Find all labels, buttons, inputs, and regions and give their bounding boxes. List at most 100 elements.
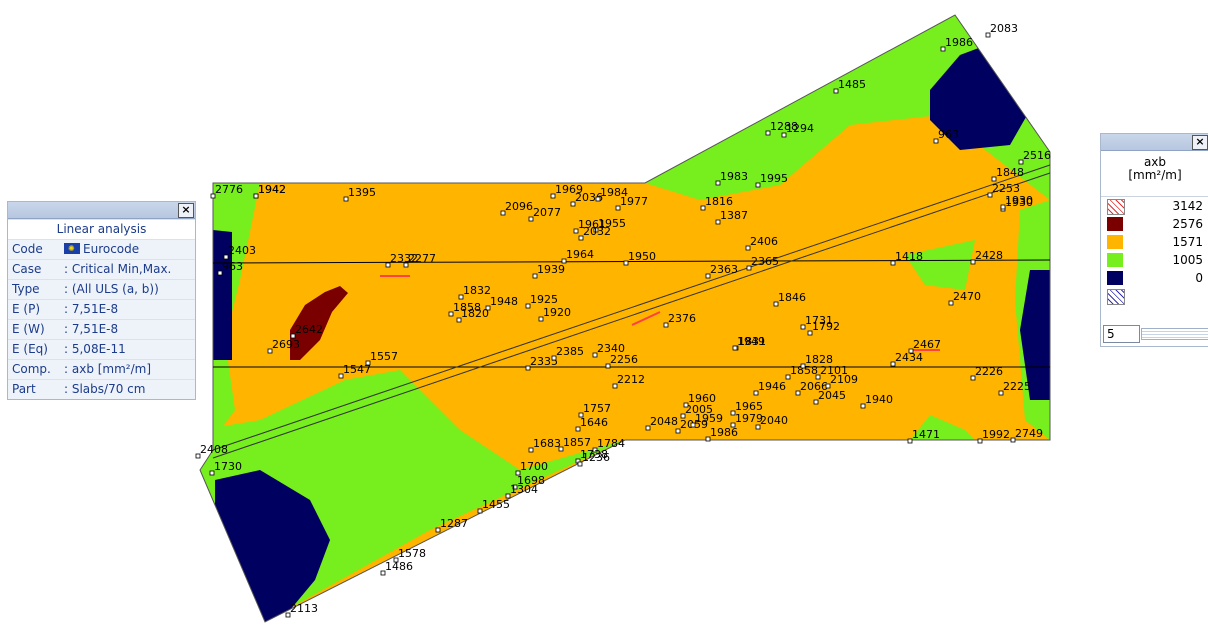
node-marker: [595, 196, 601, 202]
value-label: 1578: [398, 547, 426, 560]
legend-value: 0: [1195, 271, 1203, 285]
legend-row: 2576: [1101, 215, 1208, 233]
close-icon[interactable]: ×: [1192, 135, 1208, 150]
value-label: 1995: [760, 172, 788, 185]
value-label: 1846: [778, 291, 806, 304]
node-marker: [578, 412, 584, 418]
value-label: 1948: [490, 295, 518, 308]
info-row-type: Type: (All ULS (a, b)): [8, 279, 195, 299]
zone-low-top-right: [645, 15, 1050, 200]
node-marker: [558, 446, 564, 452]
value-label: 1959: [695, 412, 723, 425]
node-marker: [209, 470, 215, 476]
value-label: 2077: [533, 206, 561, 219]
value-label: 2225: [1003, 380, 1031, 393]
zone-high: [290, 286, 348, 360]
value-label: 1294: [786, 122, 814, 135]
value-label: 1950: [628, 250, 656, 263]
node-marker: [970, 259, 976, 265]
value-label: 2408: [200, 443, 228, 456]
value-label: 1979: [735, 412, 763, 425]
value-label: 1784: [597, 437, 625, 450]
value-label: 1857: [563, 436, 591, 449]
legend-titlebar[interactable]: ×: [1101, 134, 1208, 151]
node-marker: [940, 46, 946, 52]
legend-unit: axb [mm²/m]: [1101, 151, 1208, 197]
node-marker: [267, 348, 273, 354]
node-marker: [890, 361, 896, 367]
value-label: 2363: [710, 263, 738, 276]
node-marker: [285, 612, 291, 618]
value-label: 2428: [975, 249, 1003, 262]
value-label: 2693: [272, 338, 300, 351]
node-marker: [573, 228, 579, 234]
value-label: 1471: [912, 428, 940, 441]
value-label: 1387: [720, 209, 748, 222]
value-label: 2226: [975, 365, 1003, 378]
node-marker: [773, 301, 779, 307]
value-label: 2365: [751, 255, 779, 268]
node-marker: [991, 176, 997, 182]
value-label: 2066: [800, 380, 828, 393]
value-label: 1955: [598, 217, 626, 230]
node-marker: [948, 300, 954, 306]
node-marker: [570, 201, 576, 207]
node-marker: [690, 422, 696, 428]
node-marker: [700, 205, 706, 211]
legend-value: 2576: [1172, 217, 1203, 231]
zone-min-bottom-left: [215, 470, 330, 622]
value-label: 1984: [600, 186, 628, 199]
node-marker: [730, 410, 736, 416]
legend-swatch: [1107, 199, 1125, 215]
value-label: 2253: [992, 182, 1020, 195]
node-marker: [217, 270, 223, 276]
node-marker: [755, 424, 761, 430]
value-label: 1920: [543, 306, 571, 319]
value-label: 1700: [520, 460, 548, 473]
info-row-part: Part: Slabs/70 cm: [8, 379, 195, 399]
node-marker: [800, 363, 806, 369]
value-label: 1236: [582, 451, 610, 464]
value-label: 1930: [1005, 194, 1033, 207]
value-label: 1828: [805, 353, 833, 366]
value-label: 1832: [463, 284, 491, 297]
value-label: 1646: [580, 416, 608, 429]
value-label: 1395: [348, 186, 376, 199]
node-marker: [477, 508, 483, 514]
node-marker: [435, 527, 441, 533]
close-icon[interactable]: ×: [178, 203, 194, 218]
value-label: 1961: [578, 218, 606, 231]
node-marker: [532, 273, 538, 279]
node-marker: [290, 333, 296, 339]
node-marker: [675, 428, 681, 434]
node-marker: [813, 399, 819, 405]
value-label: 1986: [945, 36, 973, 49]
legend-swatch: [1107, 217, 1123, 231]
color-legend-panel: × axb [mm²/m] 3142 2576 1571 1005 0 5: [1100, 133, 1208, 347]
value-label: 1820: [461, 307, 489, 320]
node-marker: [210, 193, 216, 199]
node-marker: [715, 180, 721, 186]
info-titlebar[interactable]: ×: [8, 202, 195, 219]
value-label: 2113: [290, 602, 318, 615]
node-marker: [998, 390, 1004, 396]
value-label: 2083: [990, 22, 1018, 35]
steps-slider[interactable]: [1141, 328, 1208, 340]
node-marker: [800, 324, 806, 330]
value-label: 1486: [385, 560, 413, 573]
value-label: 1925: [530, 293, 558, 306]
node-marker: [623, 260, 629, 266]
node-marker: [825, 383, 831, 389]
value-label: 2776: [215, 183, 243, 196]
value-label: 1946: [758, 380, 786, 393]
node-marker: [505, 493, 511, 499]
steps-input[interactable]: 5: [1103, 325, 1140, 343]
legend-row: 1005: [1101, 251, 1208, 269]
node-marker: [890, 260, 896, 266]
value-label: 2434: [895, 351, 923, 364]
legend-value: 1571: [1172, 235, 1203, 249]
node-marker: [795, 390, 801, 396]
value-label: 2096: [505, 200, 533, 213]
value-label: 1792: [812, 320, 840, 333]
